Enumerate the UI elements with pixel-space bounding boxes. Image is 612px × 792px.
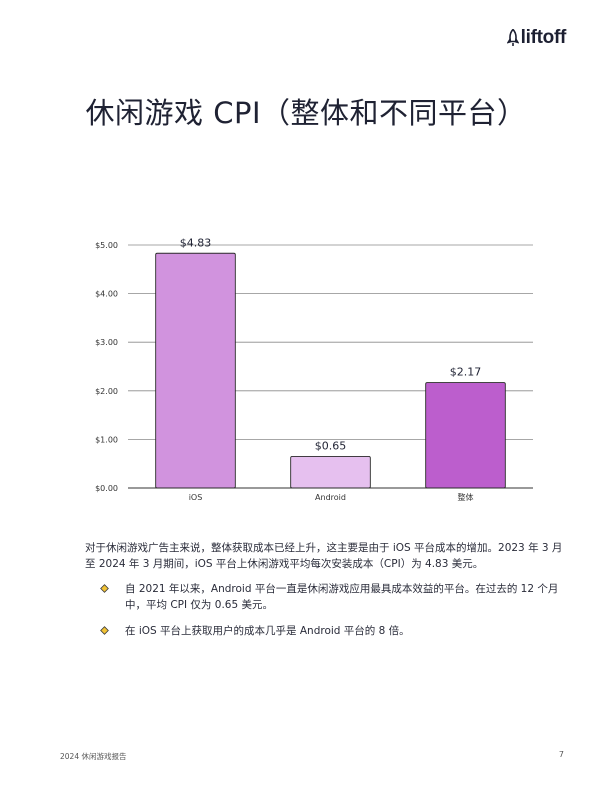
summary-paragraph: 对于休闲游戏广告主来说，整体获取成本已经上升，这主要是由于 iOS 平台成本的增…: [85, 542, 563, 570]
brand-name: liftoff: [520, 27, 567, 48]
brand-logo[interactable]: liftoff: [506, 27, 567, 49]
chart-y-tick-label: $4.00: [95, 290, 118, 299]
chart-y-tick-label: $3.00: [95, 338, 118, 347]
chart-x-axis: iOS Android 整体: [189, 492, 474, 502]
chart-bar: [155, 252, 236, 489]
footer-report-name: 2024 休闲游戏报告: [60, 752, 127, 761]
page-number: 7: [558, 750, 564, 759]
key-points-list: 自 2021 年以来，Android 平台一直是休闲游戏应用最具成本效益的平台。…: [98, 581, 568, 649]
cpi-bar-chart: $0.00 $1.00 $2.00 $3.00 $4.00 $5.00 $4.83 $0.6…: [88, 225, 548, 510]
chart-y-tick-label: $5.00: [95, 241, 118, 250]
key-point-item: 在 iOS 平台上获取用户的成本几乎是 Android 平台的 8 倍。: [98, 623, 568, 639]
chart-data-labels: $4.83 $0.65 $2.17: [180, 236, 482, 452]
chart-bars: [155, 252, 506, 489]
chart-y-tick-label: $0.00: [95, 484, 118, 493]
chart-bar: [425, 382, 506, 489]
diamond-bullet-icon: [100, 584, 109, 593]
chart-bar: [290, 455, 371, 489]
chart-x-tick-label: 整体: [458, 492, 474, 502]
chart-data-label: $0.65: [315, 439, 347, 452]
chart-x-tick-label: iOS: [189, 493, 203, 502]
chart-data-label: $4.83: [180, 236, 212, 249]
key-point-text: 在 iOS 平台上获取用户的成本几乎是 Android 平台的 8 倍。: [125, 625, 410, 637]
chart-y-tick-label: $1.00: [95, 435, 118, 444]
chart-y-tick-label: $2.00: [95, 387, 118, 396]
chart-canvas: $0.00 $1.00 $2.00 $3.00 $4.00 $5.00 $4.83 $0.6…: [95, 236, 533, 502]
chart-data-label: $2.17: [450, 366, 482, 379]
diamond-bullet-icon: [100, 626, 109, 635]
chart-y-axis: $0.00 $1.00 $2.00 $3.00 $4.00 $5.00: [95, 241, 118, 493]
key-point-text: 自 2021 年以来，Android 平台一直是休闲游戏应用最具成本效益的平台。…: [125, 583, 559, 611]
page-title: 休闲游戏 CPI（整体和不同平台）: [85, 96, 527, 130]
key-point-item: 自 2021 年以来，Android 平台一直是休闲游戏应用最具成本效益的平台。…: [98, 581, 568, 613]
chart-x-tick-label: Android: [315, 493, 346, 502]
rocket-icon: [506, 29, 519, 47]
